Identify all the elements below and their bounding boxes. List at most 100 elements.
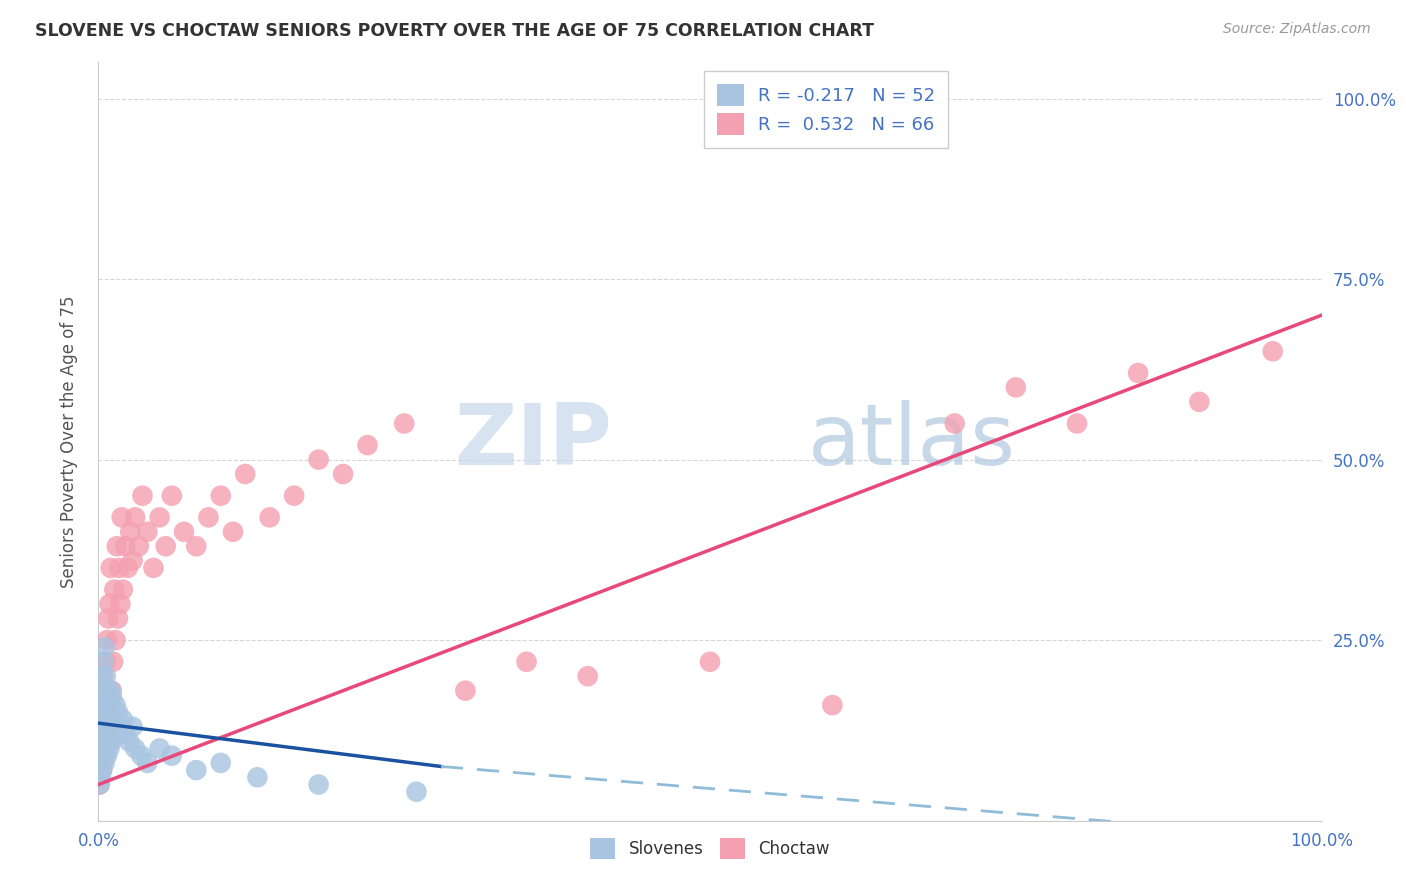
Point bbox=[155, 539, 177, 553]
Point bbox=[93, 756, 115, 770]
Point bbox=[89, 778, 111, 792]
Point bbox=[104, 698, 127, 712]
Point bbox=[515, 655, 537, 669]
Point bbox=[111, 713, 134, 727]
Point bbox=[93, 640, 115, 655]
Point bbox=[98, 597, 121, 611]
Point bbox=[91, 655, 114, 669]
Point bbox=[1188, 394, 1211, 409]
Point bbox=[128, 539, 150, 553]
Point bbox=[308, 452, 330, 467]
Point bbox=[209, 756, 232, 770]
Point bbox=[821, 698, 844, 712]
Point bbox=[283, 489, 305, 503]
Point bbox=[94, 734, 117, 748]
Point bbox=[98, 706, 121, 720]
Point bbox=[108, 561, 131, 575]
Point bbox=[89, 727, 111, 741]
Point bbox=[107, 611, 129, 625]
Point bbox=[111, 510, 134, 524]
Point bbox=[131, 489, 153, 503]
Point bbox=[89, 756, 111, 770]
Text: ZIP: ZIP bbox=[454, 400, 612, 483]
Point bbox=[1261, 344, 1284, 359]
Text: Source: ZipAtlas.com: Source: ZipAtlas.com bbox=[1223, 22, 1371, 37]
Point bbox=[91, 683, 114, 698]
Point bbox=[124, 741, 146, 756]
Point bbox=[111, 582, 134, 597]
Point bbox=[96, 633, 118, 648]
Point bbox=[110, 597, 132, 611]
Point bbox=[104, 633, 127, 648]
Point bbox=[94, 741, 117, 756]
Point bbox=[120, 524, 142, 539]
Point bbox=[89, 778, 111, 792]
Point bbox=[107, 706, 129, 720]
Point bbox=[93, 748, 115, 763]
Point bbox=[91, 734, 114, 748]
Text: SLOVENE VS CHOCTAW SENIORS POVERTY OVER THE AGE OF 75 CORRELATION CHART: SLOVENE VS CHOCTAW SENIORS POVERTY OVER … bbox=[35, 22, 875, 40]
Point bbox=[101, 655, 124, 669]
Point bbox=[121, 720, 143, 734]
Point bbox=[96, 748, 118, 763]
Point bbox=[91, 741, 114, 756]
Point bbox=[392, 417, 416, 431]
Point bbox=[90, 713, 112, 727]
Point bbox=[197, 510, 219, 524]
Point bbox=[94, 713, 117, 727]
Point bbox=[209, 489, 232, 503]
Legend: Slovenes, Choctaw: Slovenes, Choctaw bbox=[583, 831, 837, 865]
Point bbox=[101, 713, 124, 727]
Point bbox=[105, 727, 128, 741]
Point bbox=[91, 763, 114, 777]
Point bbox=[332, 467, 354, 481]
Point bbox=[1004, 380, 1026, 394]
Point bbox=[186, 763, 208, 777]
Point bbox=[91, 763, 114, 777]
Point bbox=[149, 741, 172, 756]
Point bbox=[91, 748, 114, 763]
Point bbox=[96, 683, 118, 698]
Point bbox=[105, 539, 128, 553]
Point bbox=[90, 741, 112, 756]
Point bbox=[136, 756, 159, 770]
Text: atlas: atlas bbox=[808, 400, 1017, 483]
Point bbox=[356, 438, 378, 452]
Point bbox=[91, 720, 114, 734]
Point bbox=[101, 690, 124, 705]
Point bbox=[93, 698, 115, 712]
Point bbox=[100, 561, 122, 575]
Point bbox=[98, 741, 121, 756]
Point bbox=[90, 706, 112, 720]
Point bbox=[97, 698, 120, 712]
Point bbox=[100, 683, 122, 698]
Point bbox=[114, 727, 136, 741]
Point bbox=[149, 510, 172, 524]
Point bbox=[160, 748, 183, 763]
Point bbox=[454, 683, 477, 698]
Point bbox=[173, 524, 195, 539]
Point bbox=[233, 467, 256, 481]
Point bbox=[114, 539, 136, 553]
Point bbox=[124, 510, 146, 524]
Point bbox=[91, 727, 114, 741]
Point bbox=[136, 524, 159, 539]
Point bbox=[90, 683, 112, 698]
Point bbox=[103, 582, 125, 597]
Point bbox=[943, 417, 966, 431]
Point bbox=[160, 489, 183, 503]
Point bbox=[89, 741, 111, 756]
Point bbox=[699, 655, 721, 669]
Point bbox=[129, 748, 152, 763]
Point bbox=[97, 734, 120, 748]
Y-axis label: Seniors Poverty Over the Age of 75: Seniors Poverty Over the Age of 75 bbox=[59, 295, 77, 588]
Point bbox=[98, 706, 121, 720]
Point bbox=[142, 561, 165, 575]
Point bbox=[121, 554, 143, 568]
Point bbox=[1128, 366, 1150, 380]
Point bbox=[222, 524, 245, 539]
Point bbox=[91, 706, 114, 720]
Point bbox=[118, 734, 141, 748]
Point bbox=[91, 669, 114, 683]
Point bbox=[259, 510, 281, 524]
